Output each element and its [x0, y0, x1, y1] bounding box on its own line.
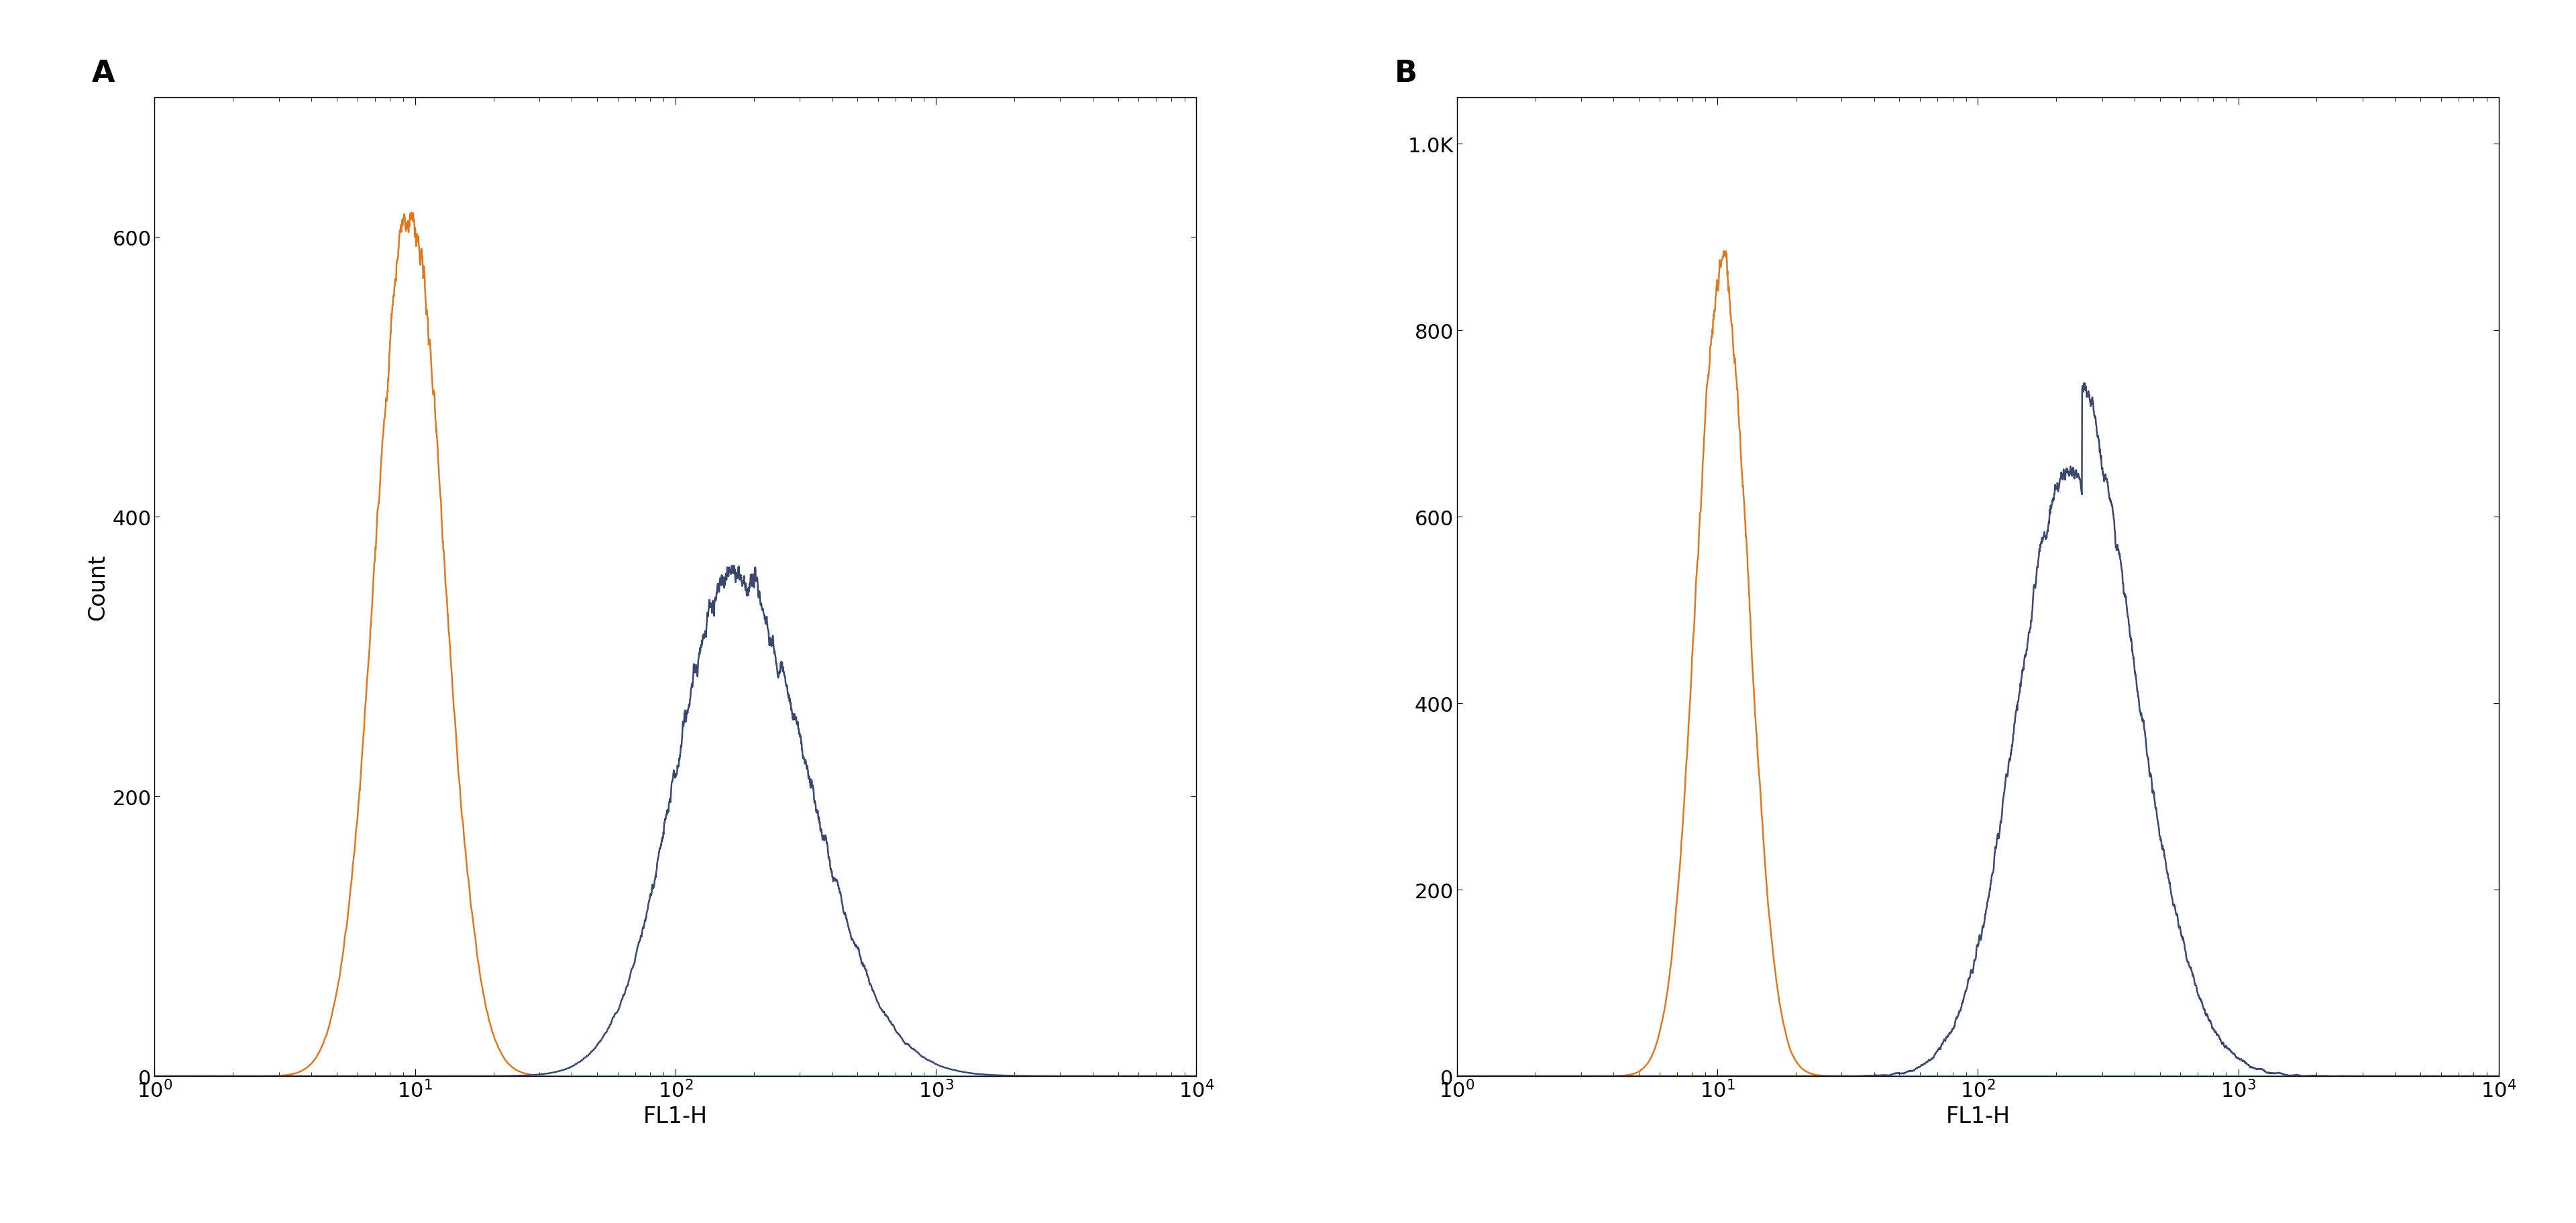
- Text: B: B: [1394, 59, 1417, 88]
- Y-axis label: Count: Count: [88, 554, 108, 620]
- X-axis label: FL1-H: FL1-H: [644, 1106, 708, 1128]
- X-axis label: FL1-H: FL1-H: [1945, 1106, 2009, 1128]
- Text: A: A: [93, 59, 116, 88]
